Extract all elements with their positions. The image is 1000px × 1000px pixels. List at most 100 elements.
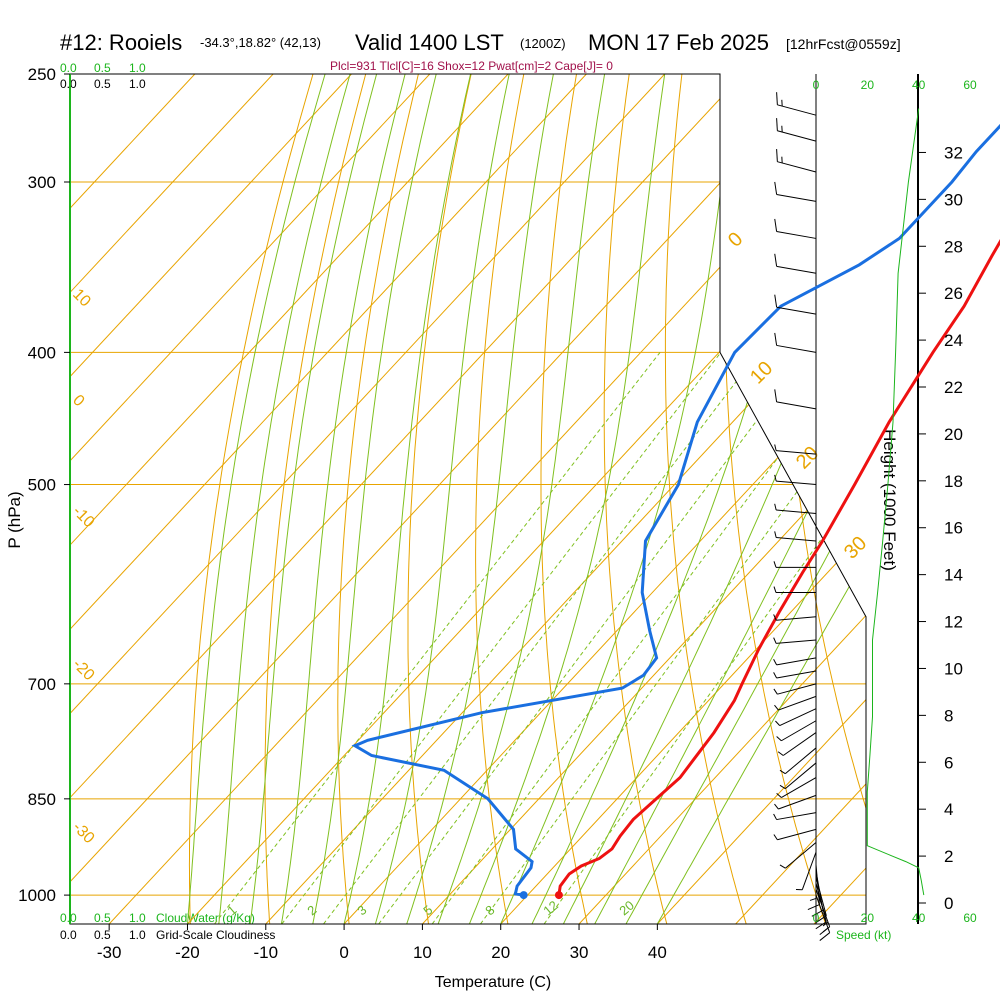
wind-barb-staff [776,616,817,621]
isotherm-label-minus30: -30 [69,819,97,847]
mixing-ratio-line [431,352,857,924]
moist-adiabat-line [656,74,866,924]
isotherm-line [656,74,866,924]
wind-barb [774,389,817,410]
wind-barb-staff [776,480,817,486]
height-tick-label: 32 [944,143,963,162]
mixing-ratio-line [378,352,809,924]
wind-barb-half-flag [774,531,777,538]
speed-top-tick-label: 60 [963,78,977,92]
wind-barb-half-flag [809,897,817,901]
wind-barb-flag [774,253,778,267]
moist-adiabat-line [500,74,737,924]
mixing-ratio-line [281,352,722,924]
wind-barb-flag [819,926,830,935]
wind-barb-staff [776,265,817,274]
isotherm-line [578,74,866,924]
wind-barb [776,720,817,742]
wind-barb [773,812,817,821]
wind-barb-half-flag [774,474,777,482]
wind-barb [773,586,816,594]
wind-barb-half-flag [773,688,778,695]
wind-barb [773,828,817,841]
y-tick-label-1000: 1000 [18,886,56,905]
wind-barb-staff [777,130,817,142]
height-tick-label: 20 [944,425,963,444]
cloudiness-top-ticks: 0.0 0.5 1.0 [60,77,146,91]
cloudwater-top-tick-2: 1.0 [129,61,146,75]
wind-barb-half-flag [774,704,779,711]
wind-barb-staff [776,509,817,514]
height-tick-label: 16 [944,519,963,538]
utc-time: (1200Z) [520,36,566,51]
y-tick-label-400: 400 [28,343,56,362]
isotherm-line [813,74,866,924]
moist-adiabat-line [187,74,326,924]
x-tick-label: -10 [253,943,278,962]
wind-barb-half-flag [773,813,778,820]
height-tick-label: 0 [944,894,953,913]
wind-barb-flag [774,218,778,232]
isotherm-line [500,74,866,924]
isotherm-line [70,74,822,924]
x-axis-label: Temperature (C) [435,974,551,991]
wind-barb-staff [776,344,817,353]
cloudiness-top-tick-0: 0.0 [60,77,77,91]
wind-barb-staff [777,683,817,695]
forecast-hour: [12hrFcst@0559z] [786,36,901,52]
wind-barb [795,851,817,891]
moist-adiabat-line [468,74,666,924]
surface-dewpoint-dot [519,891,528,900]
wind-barb-half-flag [773,834,778,841]
wind-barb-staff [776,401,817,410]
station-coords: -34.3°,18.82° (42,13) [200,35,321,50]
mixing-ratio-line [480,352,866,924]
cloudiness-bottom-legend: 0.0 0.5 1.0 Grid-Scale Cloudiness [60,928,275,942]
x-tick-label: -20 [175,943,200,962]
cloudiness-bottom-tick-1: 0.5 [94,928,111,942]
forecast-date: MON 17 Feb 2025 [588,30,769,55]
isotherm-line [70,74,431,924]
wind-barb-flag [776,118,778,131]
x-tick-label: 20 [491,943,510,962]
height-tick-label: 12 [944,613,963,632]
mixing-ratio-line [323,352,759,924]
x-tick-label: 0 [339,943,348,962]
wind-barb-half-flag [779,784,786,790]
height-tick-label: 18 [944,472,963,491]
x-tick-label: -30 [97,943,122,962]
wind-barb-staff [776,193,817,202]
x-tick-label: 30 [570,943,589,962]
wind-barb-staff [815,864,820,905]
wind-barb [773,657,817,666]
wind-barb-staff [782,732,817,756]
wind-barb-staff [776,639,817,644]
isotherm-line [70,74,587,924]
wind-barb [777,732,817,756]
wind-barb-staff [815,894,831,933]
wind-barb-half-flag [774,503,777,511]
moist-adiabat-line [218,74,351,924]
cloudwater-top-ticks: 0.0 0.5 1.0 [60,61,146,75]
moist-adiabat-line [406,74,554,924]
cloudiness-label: Grid-Scale Cloudiness [156,928,275,942]
wind-barb [773,683,817,695]
wind-barb-flag [774,181,778,195]
wind-barb [774,218,817,239]
wind-barb-staff [779,708,817,727]
wind-barb-half-flag [773,561,777,568]
isotherm-line [70,74,509,924]
wind-barb [776,118,817,142]
cloudwater-bottom-tick-1: 0.5 [94,911,111,925]
dry-adiabat-label: 20 [792,442,823,473]
wind-barb-staff [776,537,817,542]
wind-barb-staff [785,762,817,790]
moist-adiabat-line [249,74,378,924]
moist-adiabat-line [625,74,866,924]
wind-barb-flag [776,92,778,105]
height-tick-label: 26 [944,284,963,303]
background-lines: 100-10-20-301 2 3 5 8 12 20 [69,74,866,924]
wind-barb [774,503,817,514]
speed-top-tick-label: 40 [912,78,926,92]
